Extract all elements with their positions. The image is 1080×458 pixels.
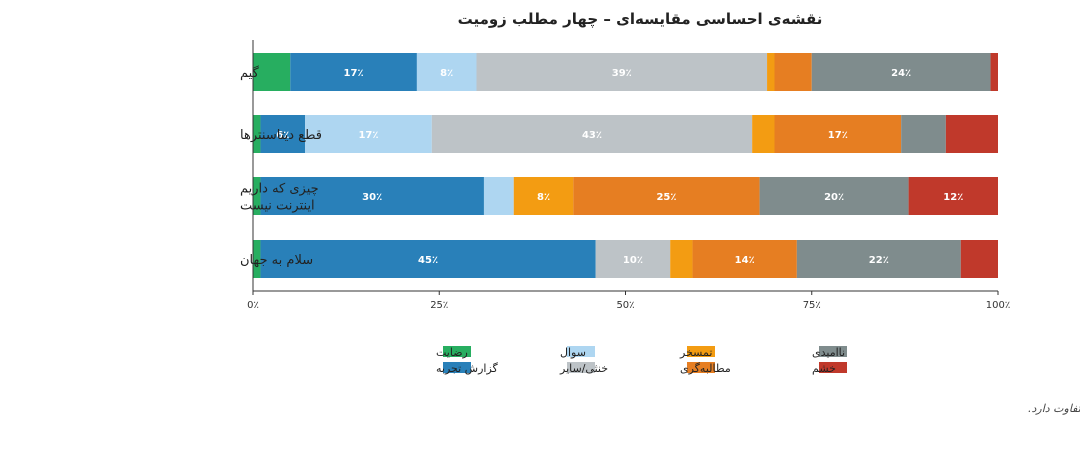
category-label: چیزی که داریم [240, 182, 319, 197]
legend-swatch [819, 362, 847, 373]
bar-data-label: 8٪ [440, 68, 453, 79]
x-tick-label: 75٪ [803, 300, 821, 311]
bar-data-label: 6٪ [276, 130, 289, 141]
bar-data-label: 17٪ [344, 68, 364, 79]
bar-segment [960, 240, 998, 278]
bar-data-label: 8٪ [537, 192, 550, 203]
bar-segment [260, 115, 306, 153]
bar-segment [811, 53, 991, 91]
bar-segment [260, 240, 596, 278]
x-tick-label: 0٪ [247, 300, 259, 311]
legend-label: گزارش تجربه [436, 362, 499, 375]
bar-segment [416, 53, 477, 91]
bar-segment [483, 177, 514, 215]
legend-swatch [567, 346, 595, 357]
bars-group: 17٪ 8٪ 39٪ 24٪ 6٪ 17٪ 43٪ 17٪ 30٪ 8٪ 25٪ 20٪ 12٪ 45٪ 1… [253, 53, 998, 278]
bar-data-label: 25٪ [656, 192, 676, 203]
bar-data-label: 43٪ [582, 130, 602, 141]
bar-data-label: 45٪ [418, 255, 438, 266]
bar-segment [573, 177, 760, 215]
bar-data-label: 12٪ [943, 192, 963, 203]
bar-segment [670, 240, 693, 278]
legend-label: خشم [812, 362, 836, 375]
legend-label: تمسخر [679, 346, 712, 359]
bar-segment [305, 115, 432, 153]
bar-segment [290, 53, 417, 91]
bar-data-label: 17٪ [358, 130, 378, 141]
bar-data-label: 30٪ [362, 192, 382, 203]
bar-segment [908, 177, 998, 215]
bar-segment [476, 53, 768, 91]
x-tick-label: 50٪ [616, 300, 634, 311]
bar-segment [253, 177, 261, 215]
bar-segment [253, 240, 261, 278]
bar-data-label: 22٪ [869, 255, 889, 266]
legend-swatch [687, 362, 715, 373]
legend-label: ناامیدی [812, 346, 845, 359]
bar-data-label: 24٪ [891, 68, 911, 79]
bar-segment [759, 177, 909, 215]
legend: ناامیدی تمسخر سوال رضایت خشم مطالبه‌گری خنثی/س… [436, 346, 847, 375]
legend-swatch [567, 362, 595, 373]
bar-data-label: 10٪ [623, 255, 643, 266]
legend-label: مطالبه‌گری [680, 362, 731, 375]
category-label: گیم [240, 65, 260, 81]
legend-label: خنثی/سایر [559, 362, 608, 375]
bar-segment [774, 115, 902, 153]
bar-data-label: 20٪ [824, 192, 844, 203]
x-axis: 0٪ 25٪ 50٪ 75٪ 100٪ [247, 40, 1010, 311]
legend-label: رضایت [436, 346, 468, 359]
bar-data-label: 17٪ [828, 130, 848, 141]
bar-segment [990, 53, 998, 91]
bar-data-label: 39٪ [612, 68, 632, 79]
bar-segment [253, 115, 261, 153]
legend-swatch [443, 362, 471, 373]
bar-segment [901, 115, 946, 153]
bar-data-label: 14٪ [735, 255, 755, 266]
bar-segment [260, 177, 484, 215]
legend-swatch [443, 346, 471, 357]
x-tick-label: 100٪ [986, 300, 1010, 311]
bar-segment [774, 53, 812, 91]
bar-segment [431, 115, 753, 153]
category-labels: گیم قطع دیتاسنترها چیزی که داریم اینترنت نی… [240, 65, 322, 268]
bar-segment [595, 240, 671, 278]
bar-segment [692, 240, 797, 278]
bar-segment [945, 115, 998, 153]
legend-swatch [819, 346, 847, 357]
bar-segment [513, 177, 574, 215]
figure-caption: نمودار ۱ — نقشه‌ی احساسی مقایسه‌ای: هر م… [1028, 402, 1080, 415]
bar-segment [796, 240, 961, 278]
x-tick-label: 25٪ [430, 300, 448, 311]
legend-swatch [687, 346, 715, 357]
category-label: قطع دیتاسنترها [240, 128, 322, 143]
legend-label: سوال [560, 346, 586, 359]
category-label: سلام به جهان [240, 253, 313, 268]
category-label: اینترنت نیست [240, 199, 315, 214]
bar-segment [767, 53, 775, 91]
bar-segment [752, 115, 775, 153]
chart-title: نقشه‌ی احساسی مقایسه‌ای – چهار مطلب زومی… [458, 10, 823, 29]
bar-segment [253, 53, 291, 91]
